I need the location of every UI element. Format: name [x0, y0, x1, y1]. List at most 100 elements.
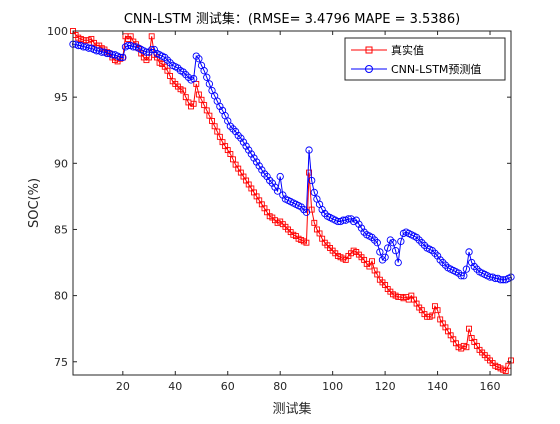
data-point-1: [166, 59, 174, 67]
data-point-1: [184, 73, 193, 81]
data-point-1: [428, 246, 436, 255]
data-point-1: [300, 205, 308, 214]
data-point-1: [491, 274, 499, 283]
x-tick-label: 100: [322, 380, 343, 393]
data-point-1: [381, 253, 389, 261]
data-point-1: [161, 53, 169, 62]
data-point-1: [279, 191, 287, 199]
legend-swatch-marker-0: [365, 46, 373, 54]
data-point-1: [321, 209, 329, 218]
data-point-1: [200, 67, 208, 75]
data-point-1: [305, 146, 313, 154]
data-point-1: [412, 233, 421, 242]
data-point-1: [258, 166, 266, 174]
data-point-1: [119, 53, 127, 62]
data-point-1: [266, 176, 274, 185]
data-point-1: [150, 45, 158, 54]
data-point-1: [245, 146, 253, 154]
data-point-1: [192, 52, 200, 60]
data-point-1: [462, 265, 471, 273]
data-point-1: [468, 258, 476, 267]
data-point-1: [124, 41, 132, 50]
data-point-1: [242, 142, 250, 150]
legend-label-0: 真实值: [391, 43, 424, 57]
data-point-1: [397, 237, 405, 246]
data-point-1: [85, 44, 93, 52]
data-point-1: [229, 125, 237, 133]
data-point-1: [368, 233, 376, 242]
x-tick-label: 120: [375, 380, 396, 393]
data-point-1: [271, 183, 279, 191]
data-point-0: [193, 80, 200, 87]
y-tick-label: 80: [54, 290, 68, 303]
data-point-1: [273, 187, 282, 195]
data-point-1: [195, 55, 203, 63]
legend-label-1: CNN-LSTM预测值: [391, 63, 481, 76]
data-point-1: [486, 273, 494, 281]
legend-swatch-marker-1: [365, 65, 373, 73]
data-point-1: [116, 53, 124, 62]
data-point-1: [473, 265, 481, 273]
data-point-0: [434, 307, 441, 314]
data-point-0: [148, 33, 155, 40]
data-point-1: [460, 272, 468, 280]
x-tick-label: 160: [480, 380, 501, 393]
data-point-1: [418, 239, 426, 247]
data-point-1: [250, 154, 258, 162]
data-point-1: [98, 48, 106, 56]
data-point-1: [103, 49, 111, 58]
data-point-1: [389, 239, 397, 247]
data-point-1: [373, 239, 381, 247]
data-point-0: [311, 219, 318, 226]
data-point-1: [318, 205, 326, 214]
data-point-1: [216, 102, 224, 111]
data-point-1: [79, 43, 88, 51]
data-point-1: [179, 68, 187, 76]
y-axis-label: SOC(%): [27, 178, 42, 228]
data-point-1: [182, 71, 190, 79]
data-point-1: [499, 276, 507, 284]
data-point-1: [92, 47, 101, 55]
data-point-1: [302, 208, 311, 216]
data-point-1: [231, 127, 240, 136]
data-point-1: [433, 252, 442, 260]
y-tick-label: 90: [54, 157, 68, 170]
x-tick-label: 20: [116, 380, 130, 393]
data-point-1: [308, 176, 316, 185]
data-point-1: [163, 56, 172, 64]
x-tick-label: 140: [427, 380, 448, 393]
data-point-1: [439, 258, 447, 267]
data-point-1: [310, 188, 318, 197]
data-point-1: [129, 43, 137, 51]
x-axis-label: 测试集: [272, 401, 311, 417]
data-point-1: [234, 131, 242, 140]
data-point-1: [263, 172, 271, 181]
data-point-1: [339, 216, 347, 224]
data-point-1: [496, 276, 505, 284]
data-point-1: [148, 45, 156, 54]
y-tick-label: 75: [54, 356, 68, 369]
data-point-1: [386, 236, 395, 244]
data-point-1: [297, 203, 305, 211]
data-point-1: [255, 162, 263, 170]
x-tick-label: 40: [168, 380, 182, 393]
axis-layer: 20 40 60 80 100 120 140 160 75 80 85 90 95 100: [47, 25, 511, 393]
data-point-1: [420, 241, 429, 249]
data-point-0: [306, 169, 312, 176]
data-point-0: [429, 312, 436, 319]
data-point-1: [226, 122, 235, 130]
data-point-1: [205, 80, 214, 88]
data-point-0: [180, 87, 187, 94]
data-point-1: [360, 228, 368, 236]
plot-frame: [72, 30, 512, 376]
x-tick-label: 60: [221, 380, 235, 393]
data-point-1: [247, 150, 255, 158]
data-point-1: [394, 258, 402, 267]
data-point-1: [470, 262, 478, 271]
data-point-1: [352, 216, 360, 224]
data-point-1: [189, 74, 198, 83]
data-point-0: [369, 258, 375, 265]
data-point-1: [174, 64, 182, 72]
